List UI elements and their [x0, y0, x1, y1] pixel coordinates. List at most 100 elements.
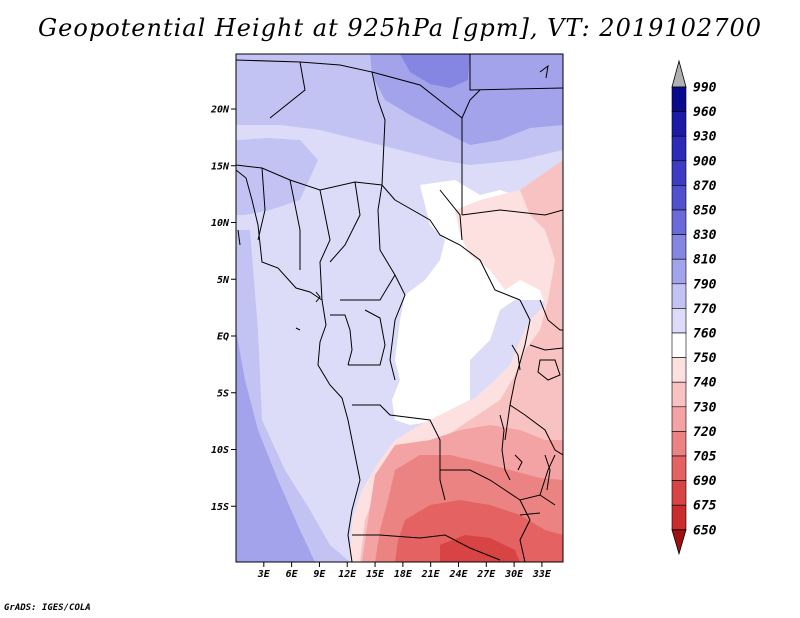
field-south-690: [440, 535, 520, 562]
colorbar-swatch: [671, 504, 687, 531]
lake-mweru: [514, 454, 523, 471]
lon-tick-label: 12E: [338, 569, 357, 580]
island-ne: [539, 64, 549, 79]
lake-tanganyika: [499, 414, 511, 481]
island-sao-tome: [295, 327, 301, 331]
border-south-1: [352, 404, 446, 501]
lon-tick-label: 27E: [476, 569, 496, 580]
colorbar-label: 990: [693, 81, 717, 96]
lake-kivu-area: [511, 344, 521, 371]
border-central-3: [439, 189, 463, 241]
colorbar-swatch: [671, 135, 687, 162]
colorbar-label: 830: [693, 228, 717, 243]
colorbar-label: 770: [693, 302, 717, 317]
border-east-2: [539, 299, 563, 331]
border-north-5: [461, 89, 481, 119]
colorbar-label: 675: [693, 499, 717, 514]
lake-victoria: [537, 359, 561, 381]
coast-and-borders: [236, 54, 563, 562]
lat-tick-label: 5S: [217, 388, 229, 399]
border-south-4: [519, 499, 531, 562]
island-w: [237, 229, 241, 246]
lon-tick-label: 18E: [394, 569, 413, 580]
colorbar-label: 705: [693, 450, 717, 465]
field-sahel-790: [236, 138, 318, 215]
colorbar-swatch: [671, 406, 687, 432]
border-sahel-2: [257, 167, 266, 241]
colorbar-swatch: [671, 111, 687, 137]
colorbar-swatch: [671, 258, 687, 285]
latitude-axis: 20N 15N 10N 5N EQ 5S 10S 15S: [210, 105, 236, 513]
colorbar-label: 690: [693, 474, 717, 489]
lake-kariba: [519, 512, 541, 516]
colorbar-label: 850: [693, 204, 717, 219]
west-coastline: [236, 169, 361, 562]
colorbar-label: 810: [693, 253, 717, 268]
colorbar-label: 960: [693, 105, 717, 120]
colorbar-label: 650: [693, 523, 717, 538]
island-bioko: [315, 291, 321, 303]
lon-tick-label: 6E: [286, 569, 299, 580]
colorbar-swatch: [671, 308, 687, 334]
border-north-2: [269, 61, 306, 119]
colorbar-label: 720: [693, 425, 717, 440]
border-central-2: [394, 199, 521, 301]
border-sahel-5: [329, 181, 361, 263]
border-central-6: [330, 314, 353, 366]
grads-credit: GrADS: IGES/COLA: [4, 603, 91, 613]
colorbar-label: 730: [693, 400, 717, 415]
lat-tick-label: 20N: [210, 105, 230, 116]
colorbar-swatch: [671, 455, 687, 481]
colorbar-label: 870: [693, 179, 717, 194]
lon-tick-label: 33E: [532, 569, 552, 580]
border-sahel-4: [319, 189, 331, 301]
longitude-axis: 3E 6E 9E 12E 15E 18E 21E 24E 27E 30E 33E: [257, 562, 552, 580]
border-south-3: [352, 534, 501, 561]
colorbar-label: 930: [693, 130, 717, 145]
border-south-5: [539, 454, 556, 496]
map-title: Geopotential Height at 925hPa [gpm], VT:…: [38, 14, 762, 42]
colorbar-label: 750: [693, 351, 717, 366]
border-east-3: [529, 344, 563, 351]
colorbar-swatch: [671, 480, 687, 506]
field-atlantic-810: [236, 330, 315, 562]
lat-tick-label: 10S: [211, 445, 229, 456]
border-east-4: [509, 404, 563, 456]
border-east-1: [504, 299, 531, 441]
lat-tick-label: 15N: [211, 161, 230, 172]
colorbar-swatch: [671, 160, 687, 186]
lon-tick-label: 15E: [366, 569, 385, 580]
colorbar-swatch: [671, 332, 687, 358]
colorbar-swatch: [671, 234, 687, 260]
colorbar-label: 760: [693, 327, 717, 342]
colorbar-swatch: [671, 209, 687, 235]
border-central-4: [461, 209, 563, 216]
border-north-4: [469, 54, 563, 91]
border-central-5: [389, 274, 406, 381]
plot-frame: [235, 53, 564, 563]
lon-tick-label: 21E: [421, 569, 441, 580]
colorbar-label: 740: [693, 376, 717, 391]
colorbar-bottom-arrow: [671, 529, 687, 556]
border-central-1: [340, 184, 396, 301]
lat-tick-label: 10N: [211, 218, 230, 229]
colorbar-label: 790: [693, 277, 717, 292]
lon-tick-label: 3E: [257, 569, 271, 580]
colorbar-swatch: [671, 185, 687, 211]
border-sahel-3: [289, 179, 301, 270]
lon-tick-label: 24E: [448, 569, 468, 580]
lon-tick-label: 9E: [313, 569, 326, 580]
lat-tick-label: 15S: [211, 502, 229, 513]
lake-malawi: [544, 454, 551, 491]
colorbar-swatch: [671, 86, 687, 112]
colorbar-swatch: [671, 381, 687, 408]
lon-tick-label: 30E: [504, 569, 524, 580]
lat-tick-label: EQ: [217, 332, 229, 343]
colorbar-swatch: [671, 357, 687, 383]
colorbar-label: 900: [693, 154, 717, 169]
border-central-7: [348, 309, 386, 366]
colorbar-top-arrow: [671, 59, 687, 88]
lat-tick-label: 5N: [217, 275, 230, 286]
colorbar-swatch: [671, 283, 687, 309]
